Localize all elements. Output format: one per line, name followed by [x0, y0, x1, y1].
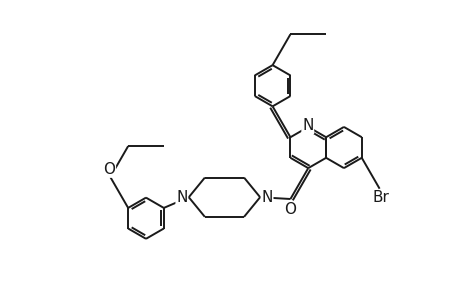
Text: N: N: [261, 190, 272, 205]
Text: Br: Br: [371, 190, 388, 205]
Text: N: N: [176, 190, 187, 205]
Text: N: N: [302, 118, 313, 134]
Text: O: O: [103, 162, 115, 177]
Text: O: O: [284, 202, 296, 217]
